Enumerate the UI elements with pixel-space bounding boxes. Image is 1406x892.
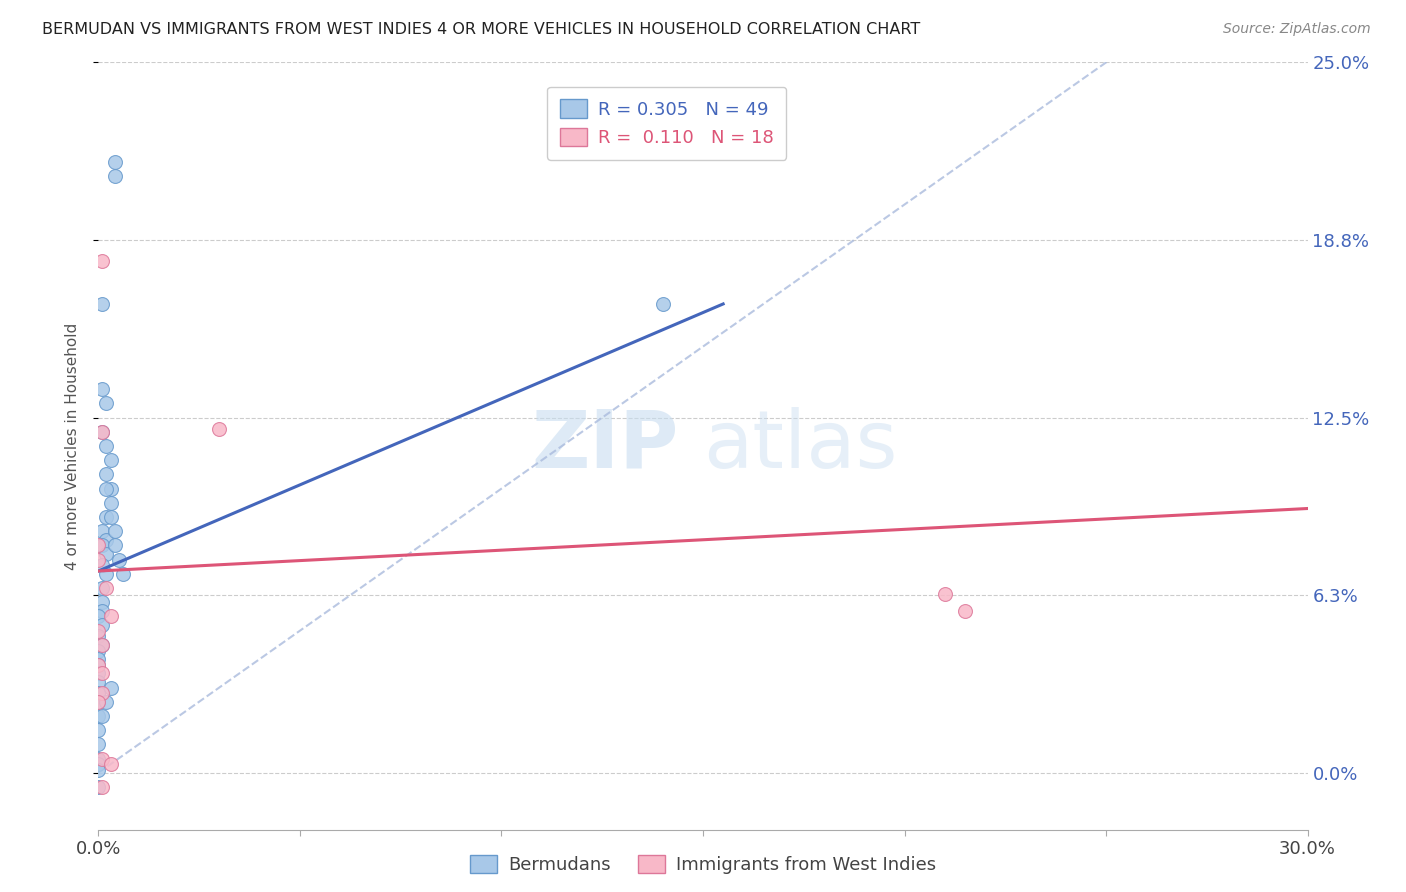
Point xyxy=(87,657,110,672)
Point xyxy=(107,552,129,566)
Point xyxy=(91,558,114,573)
Point xyxy=(91,686,114,700)
Point xyxy=(87,695,110,709)
Point xyxy=(96,439,118,453)
Point xyxy=(100,757,122,772)
Point xyxy=(111,566,134,581)
Point xyxy=(96,482,118,496)
Point xyxy=(103,538,125,552)
Point xyxy=(87,538,110,552)
Point xyxy=(96,566,118,581)
Text: atlas: atlas xyxy=(703,407,897,485)
Point xyxy=(651,297,673,311)
Point xyxy=(91,780,114,794)
Point xyxy=(91,524,114,539)
Point xyxy=(96,533,118,547)
Point xyxy=(87,643,110,657)
Point xyxy=(100,453,122,467)
Point xyxy=(208,422,231,436)
Point xyxy=(96,510,118,524)
Point xyxy=(91,382,114,396)
Point xyxy=(87,737,110,751)
Point xyxy=(91,254,114,268)
Text: ZIP: ZIP xyxy=(531,407,679,485)
Point xyxy=(87,686,110,700)
Point xyxy=(91,425,114,439)
Point xyxy=(87,695,110,709)
Point xyxy=(103,524,125,539)
Point xyxy=(91,297,114,311)
Point xyxy=(953,604,976,618)
Point xyxy=(87,652,110,666)
Point xyxy=(100,510,122,524)
Point xyxy=(87,674,110,689)
Text: BERMUDAN VS IMMIGRANTS FROM WEST INDIES 4 OR MORE VEHICLES IN HOUSEHOLD CORRELAT: BERMUDAN VS IMMIGRANTS FROM WEST INDIES … xyxy=(42,22,921,37)
Point xyxy=(91,425,114,439)
Point xyxy=(91,709,114,723)
Point xyxy=(96,581,118,595)
Point xyxy=(96,467,118,482)
Y-axis label: 4 or more Vehicles in Household: 4 or more Vehicles in Household xyxy=(65,322,80,570)
Point xyxy=(91,751,114,765)
Point xyxy=(87,552,110,566)
Legend: Bermudans, Immigrants from West Indies: Bermudans, Immigrants from West Indies xyxy=(461,846,945,883)
Point xyxy=(96,547,118,561)
Point xyxy=(100,609,122,624)
Point xyxy=(96,396,118,410)
Point xyxy=(87,709,110,723)
Point xyxy=(91,618,114,632)
Point xyxy=(87,629,110,643)
Point xyxy=(87,763,110,777)
Point xyxy=(87,624,110,638)
Point xyxy=(91,638,114,652)
Point xyxy=(91,538,114,552)
Point xyxy=(96,695,118,709)
Point xyxy=(103,154,125,169)
Point xyxy=(100,482,122,496)
Text: Source: ZipAtlas.com: Source: ZipAtlas.com xyxy=(1223,22,1371,37)
Point xyxy=(91,595,114,609)
Point xyxy=(91,604,114,618)
Point xyxy=(87,609,110,624)
Point xyxy=(87,757,110,772)
Point xyxy=(87,657,110,672)
Point xyxy=(87,780,110,794)
Point xyxy=(91,581,114,595)
Point xyxy=(103,169,125,183)
Legend: R = 0.305   N = 49, R =  0.110   N = 18: R = 0.305 N = 49, R = 0.110 N = 18 xyxy=(547,87,786,160)
Point xyxy=(100,496,122,510)
Point xyxy=(91,666,114,681)
Point xyxy=(87,723,110,738)
Point xyxy=(934,587,956,601)
Point xyxy=(87,751,110,765)
Point xyxy=(87,666,110,681)
Point xyxy=(100,681,122,695)
Point xyxy=(91,638,114,652)
